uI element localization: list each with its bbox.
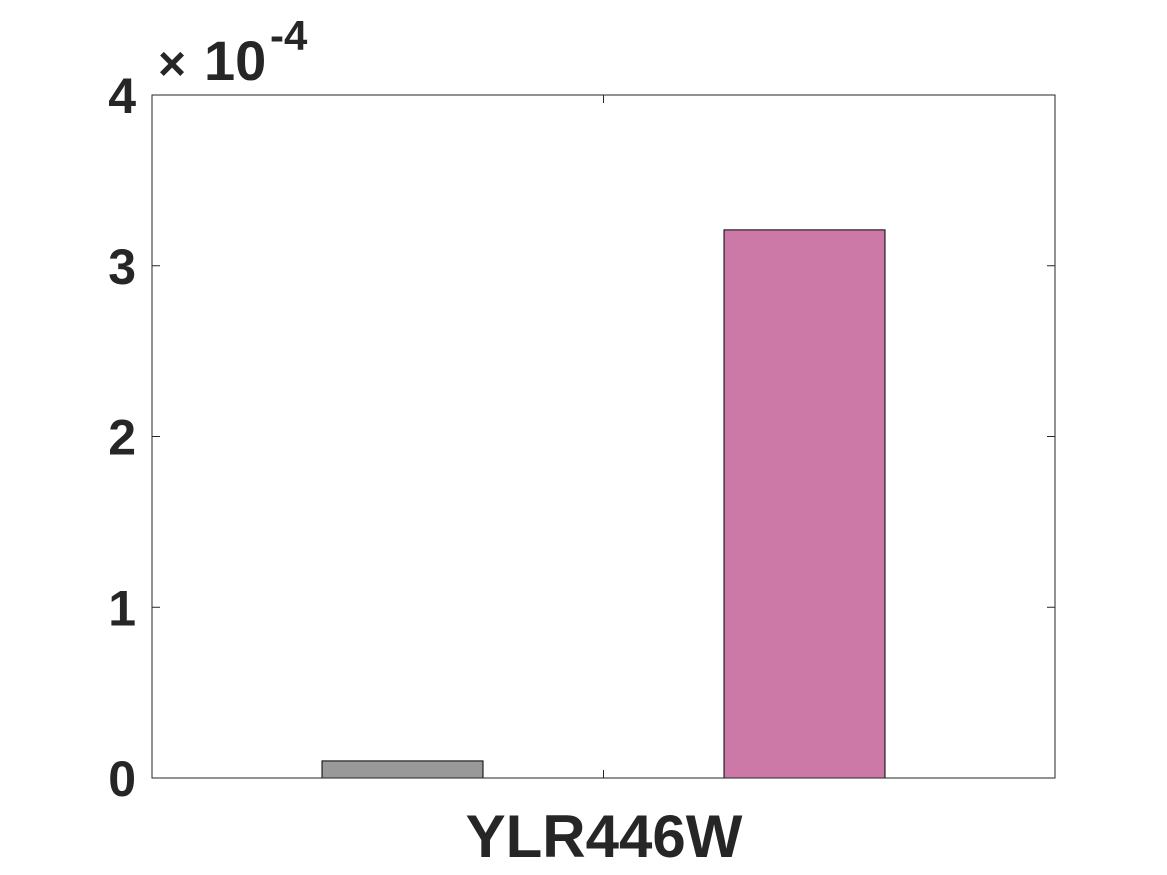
y-tick-label: 1 <box>108 580 136 636</box>
exponent-times-sign: × <box>158 38 186 91</box>
y-tick-label: 0 <box>108 751 136 807</box>
bar-series-1 <box>321 760 484 779</box>
exponent-base: 10 <box>204 29 266 92</box>
y-tick-label: 3 <box>108 239 136 295</box>
axes-box <box>151 94 1056 779</box>
bars-group <box>321 229 886 779</box>
y-tick-labels: 0 1 2 3 4 <box>108 68 136 807</box>
y-tick-label: 2 <box>108 410 136 466</box>
bar-series-2 <box>723 229 886 779</box>
exponent-power: -4 <box>270 12 308 59</box>
plot-area <box>152 95 1055 778</box>
y-tick-label: 4 <box>108 68 136 124</box>
y-exponent-label: × 10 -4 <box>158 12 308 92</box>
x-category-label: YLR446W <box>466 803 743 870</box>
